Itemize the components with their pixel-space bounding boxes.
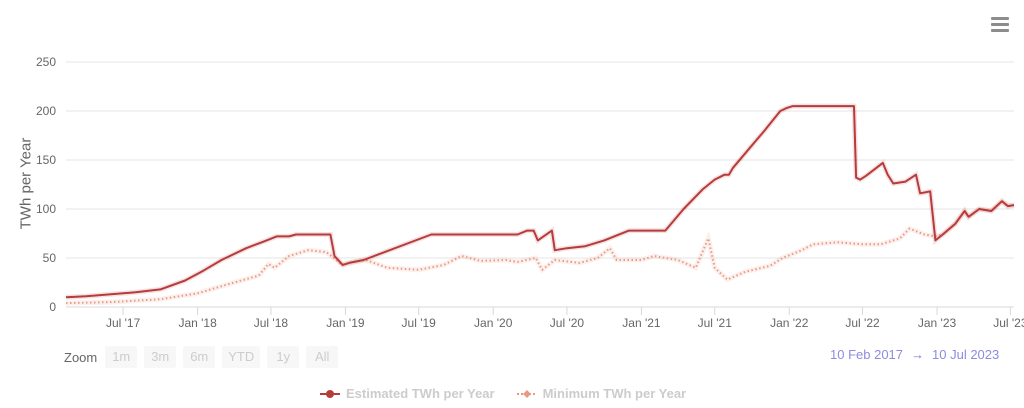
gridlines — [66, 61, 1014, 315]
x-tick: Jul '22 — [845, 316, 880, 330]
y-tick: 150 — [35, 153, 56, 167]
range-from-input[interactable]: 10 Feb 2017 — [830, 347, 904, 362]
hamburger-menu-icon-bar — [991, 23, 1009, 26]
diamond-marker-icon — [516, 389, 537, 398]
zoom-6m-button[interactable]: 6m — [183, 346, 216, 368]
y-tick: 200 — [35, 104, 56, 118]
minimum-series-line[interactable] — [65, 200, 1015, 305]
legend-item-estimated[interactable]: Estimated TWh per Year — [320, 386, 495, 401]
x-tick: Jul '23 — [993, 316, 1024, 330]
y-tick: 100 — [35, 202, 56, 216]
x-tick: Jul '21 — [697, 316, 732, 330]
zoom-1y-button[interactable]: 1y — [267, 346, 300, 368]
x-tick: Jan '22 — [770, 316, 809, 330]
chart-menu-button[interactable] — [986, 14, 1014, 36]
chart-legend: Estimated TWh per Year Minimum TWh per Y… — [320, 386, 708, 401]
estimated-series-line[interactable] — [65, 105, 1015, 299]
range-to-input[interactable]: 10 Jul 2023 — [932, 347, 1000, 362]
y-tick: 50 — [42, 251, 56, 265]
x-tick: Jul '17 — [105, 316, 141, 330]
x-tick: Jan '23 — [917, 316, 957, 330]
zoom-3m-button[interactable]: 3m — [144, 346, 177, 368]
zoom-1m-button[interactable]: 1m — [105, 346, 138, 368]
legend-label: Minimum TWh per Year — [542, 386, 687, 401]
hamburger-menu-icon-bar — [991, 29, 1009, 32]
hamburger-menu-icon — [991, 17, 1009, 20]
circle-marker-icon — [320, 389, 340, 398]
series-lines — [65, 103, 1015, 306]
x-tick: Jan '20 — [474, 316, 513, 330]
x-tick: Jul '20 — [549, 316, 585, 330]
legend-label: Estimated TWh per Year — [346, 386, 495, 401]
y-tick: 0 — [49, 300, 56, 314]
zoom-ytd-button[interactable]: YTD — [222, 346, 261, 368]
arrow-right-icon: → — [911, 347, 925, 362]
x-tick: Jul '18 — [253, 316, 289, 330]
x-tick: Jan '18 — [178, 316, 217, 330]
x-tick: Jan '19 — [326, 316, 365, 330]
zoom-label: Zoom — [64, 349, 98, 365]
x-tick: Jan '21 — [622, 316, 661, 330]
x-tick: Jul '19 — [401, 316, 436, 330]
legend-item-minimum[interactable]: Minimum TWh per Year — [516, 386, 687, 401]
y-tick: 250 — [35, 55, 56, 69]
date-range-display: 10 Feb 2017 → 10 Jul 2023 — [830, 347, 999, 362]
zoom-all-button[interactable]: All — [306, 346, 339, 368]
y-axis-title: TWh per Year — [17, 137, 35, 230]
range-selector-zoom: Zoom 1m 3m 6m YTD 1y All — [64, 346, 345, 368]
